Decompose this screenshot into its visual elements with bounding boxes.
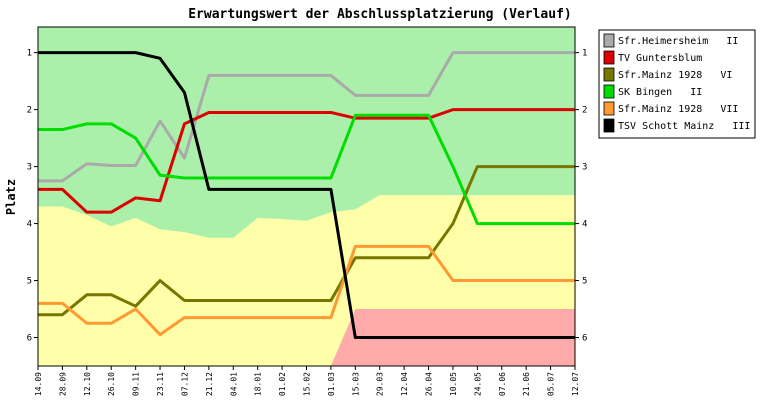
x-tick-label: 18.01 — [254, 372, 263, 396]
y-tick-label-right: 1 — [582, 49, 587, 59]
legend-label-5: Sfr.Mainz 1928 VII — [618, 104, 738, 115]
y-tick-label-left: 5 — [27, 277, 32, 287]
x-tick-label: 12.10 — [83, 372, 92, 396]
series-line-1 — [38, 51, 575, 183]
y-tick-label-right: 4 — [582, 220, 587, 230]
x-tick-label: 01.02 — [278, 372, 287, 396]
series-line-5 — [38, 244, 575, 337]
x-tick-label: 21.12 — [205, 372, 214, 396]
y-tick-label-right: 5 — [582, 277, 587, 287]
x-tick-label: 26.04 — [425, 372, 434, 396]
legend-label-6: TSV Schott Mainz III — [618, 121, 750, 132]
x-tick-label: 21.06 — [522, 372, 531, 396]
series-line-2 — [38, 108, 575, 214]
legend-swatch-2 — [603, 50, 615, 65]
plot-background — [38, 27, 575, 366]
x-tick-label: 28.09 — [58, 372, 67, 396]
series-line-4 — [38, 113, 575, 226]
x-tick-label: 07.12 — [180, 372, 189, 396]
x-tick-label: 12.07 — [571, 372, 580, 396]
x-tick-label: 15.03 — [351, 372, 360, 396]
y-ticks: 1 1 2 2 3 3 4 4 5 5 6 6 — [27, 49, 588, 344]
series-lines — [38, 51, 575, 340]
y-tick-label-left: 1 — [27, 49, 32, 59]
x-tick-label: 04.01 — [229, 372, 238, 396]
y-tick-label-right: 2 — [582, 106, 587, 116]
y-tick-label-right: 3 — [582, 163, 587, 173]
legend-swatch-5 — [603, 101, 615, 116]
x-tick-label: 01.03 — [327, 372, 336, 396]
x-tick-label: 23.11 — [156, 372, 165, 396]
y-tick-label-left: 3 — [27, 163, 32, 173]
legend-swatch-1 — [603, 33, 615, 48]
y-tick-label-left: 2 — [27, 106, 32, 116]
legend-label-3: Sfr.Mainz 1928 VI — [618, 70, 732, 81]
x-tick-label: 10.05 — [449, 372, 458, 396]
legend-label-4: SK Bingen II — [618, 87, 702, 98]
band-green — [38, 27, 575, 238]
y-axis-label: Platz — [4, 179, 18, 215]
band-red — [38, 309, 575, 366]
y-tick-label-right: 6 — [582, 334, 587, 344]
legend-label-1: Sfr.Heimersheim II — [618, 36, 738, 47]
legend-swatch-3 — [603, 67, 615, 82]
x-ticks: 14.09 28.09 12.10 26.10 09.11 23.11 07.12 21.12… — [34, 366, 580, 396]
x-tick-label: 14.09 — [34, 372, 43, 396]
x-tick-label: 29.03 — [376, 372, 385, 396]
y-tick-label-left: 4 — [27, 220, 32, 230]
legend: Sfr.Heimersheim II TV Guntersblum Sfr.Main… — [598, 29, 756, 139]
x-tick-label: 24.05 — [473, 372, 482, 396]
y-tick-label-left: 6 — [27, 334, 32, 344]
series-line-3 — [38, 165, 575, 317]
series-line-6 — [38, 51, 575, 340]
legend-frame — [598, 29, 756, 139]
legend-swatch-6 — [603, 118, 615, 133]
x-tick-label: 09.11 — [132, 372, 141, 396]
x-tick-label: 07.06 — [498, 372, 507, 396]
x-tick-label: 12.04 — [400, 372, 409, 396]
legend-label-2: TV Guntersblum — [618, 53, 702, 64]
x-tick-label: 15.02 — [303, 372, 312, 396]
x-tick-label: 05.07 — [547, 372, 556, 396]
x-tick-label: 26.10 — [107, 372, 116, 396]
chart-title: Erwartungswert der Abschlussplatzierung … — [188, 7, 572, 22]
legend-swatch-4 — [603, 84, 615, 99]
